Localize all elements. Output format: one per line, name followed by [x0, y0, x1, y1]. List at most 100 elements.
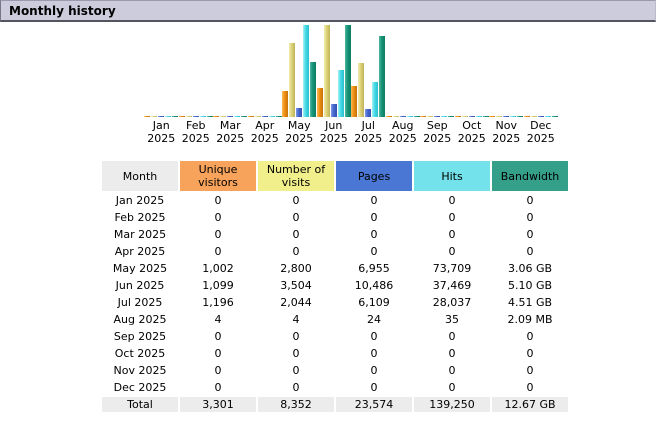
pages-bar-jul-2025 [365, 109, 372, 117]
number-of-visits-bar-nov-2025 [496, 116, 503, 117]
bar-group-oct-2025 [454, 25, 490, 117]
bar-group-aug-2025 [385, 25, 421, 117]
pages-bar-jun-2025 [330, 104, 337, 117]
bandwidth-gb-bar-jul-2025 [379, 36, 386, 117]
value-cell: 35 [414, 312, 490, 327]
hits-bar-oct-2025 [475, 116, 482, 117]
month-label-jun-2025: Jun 2025 [319, 119, 348, 145]
row-label-cell: Total [102, 397, 178, 412]
value-cell: 0 [336, 329, 412, 344]
value-cell: 4.51 GB [492, 295, 568, 310]
hits-bar-feb-2025 [199, 116, 206, 117]
value-cell: 0 [180, 380, 256, 395]
month-label-apr-2025: Apr 2025 [250, 119, 279, 145]
value-cell: 1,196 [180, 295, 256, 310]
value-cell: 10,486 [336, 278, 412, 293]
table-row-dec-2025: Dec 2025 0 0 0 0 0 [102, 380, 568, 395]
month-label-feb-2025: Feb 2025 [181, 119, 210, 145]
row-label-cell: Jan 2025 [102, 193, 178, 208]
value-cell: 0 [336, 227, 412, 242]
month-label-jul-2025: Jul 2025 [354, 119, 383, 145]
value-cell: 6,109 [336, 295, 412, 310]
pages-bar-may-2025 [296, 108, 303, 117]
bar-group-jan-2025 [144, 25, 179, 117]
value-cell: 0 [180, 363, 256, 378]
bar-group-mar-2025 [213, 25, 248, 117]
value-cell: 0 [336, 244, 412, 259]
unique-visitors-bar-feb-2025 [178, 116, 185, 117]
bar-group-jul-2025 [351, 25, 386, 117]
value-cell: 139,250 [414, 397, 490, 412]
number-of-visits-bar-oct-2025 [461, 116, 468, 117]
unique-visitors-bar-apr-2025 [247, 116, 254, 117]
table-row-jan-2025: Jan 2025 0 0 0 0 0 [102, 193, 568, 208]
monthly-history-chart: Jan 2025 Feb 2025 Mar 2025 Apr 2025 May 2025… [144, 25, 558, 145]
number-of-visits-bar-jun-2025 [323, 25, 330, 117]
row-label-cell: Aug 2025 [102, 312, 178, 327]
bar-group-sep-2025 [420, 25, 455, 117]
row-label-cell: Mar 2025 [102, 227, 178, 242]
value-cell: 5.10 GB [492, 278, 568, 293]
value-cell: 6,955 [336, 261, 412, 276]
bandwidth-gb-bar-nov-2025 [517, 116, 524, 117]
value-cell: 12.67 GB [492, 397, 568, 412]
pages-bar-jan-2025 [158, 116, 165, 117]
column-header-month: Month [102, 161, 178, 191]
number-of-visits-bar-dec-2025 [530, 116, 537, 117]
monthly-history-table: Month Unique visitors Number of visits P… [100, 159, 570, 414]
value-cell: 37,469 [414, 278, 490, 293]
unique-visitors-bar-sep-2025 [420, 116, 427, 117]
value-cell: 4 [180, 312, 256, 327]
month-label-aug-2025: Aug 2025 [388, 119, 417, 145]
value-cell: 0 [414, 193, 490, 208]
value-cell: 0 [492, 346, 568, 361]
value-cell: 0 [336, 346, 412, 361]
value-cell: 0 [180, 227, 256, 242]
value-cell: 0 [258, 346, 334, 361]
bandwidth-gb-bar-may-2025 [310, 62, 317, 117]
unique-visitors-bar-may-2025 [282, 91, 289, 117]
table-row-nov-2025: Nov 2025 0 0 0 0 0 [102, 363, 568, 378]
value-cell: 3.06 GB [492, 261, 568, 276]
bandwidth-gb-bar-feb-2025 [206, 116, 213, 117]
value-cell: 0 [336, 210, 412, 225]
month-label-may-2025: May 2025 [285, 119, 314, 145]
value-cell: 4 [258, 312, 334, 327]
value-cell: 0 [258, 363, 334, 378]
number-of-visits-bar-jul-2025 [358, 63, 365, 117]
value-cell: 0 [258, 210, 334, 225]
pages-bar-oct-2025 [468, 116, 475, 117]
row-label-cell: May 2025 [102, 261, 178, 276]
number-of-visits-bar-sep-2025 [427, 116, 434, 117]
value-cell: 2.09 MB [492, 312, 568, 327]
bandwidth-gb-bar-jan-2025 [172, 116, 179, 117]
table-row-oct-2025: Oct 2025 0 0 0 0 0 [102, 346, 568, 361]
pages-bar-mar-2025 [227, 116, 234, 117]
value-cell: 0 [258, 193, 334, 208]
value-cell: 73,709 [414, 261, 490, 276]
value-cell: 0 [258, 227, 334, 242]
month-label-mar-2025: Mar 2025 [216, 119, 245, 145]
value-cell: 0 [414, 346, 490, 361]
row-label-cell: Jun 2025 [102, 278, 178, 293]
value-cell: 2,044 [258, 295, 334, 310]
value-cell: 3,301 [180, 397, 256, 412]
bar-group-feb-2025 [178, 25, 214, 117]
month-label-dec-2025: Dec 2025 [526, 119, 555, 145]
value-cell: 24 [336, 312, 412, 327]
table-row-apr-2025: Apr 2025 0 0 0 0 0 [102, 244, 568, 259]
value-cell: 0 [492, 193, 568, 208]
column-header-unique-visitors: Unique visitors [180, 161, 256, 191]
value-cell: 0 [414, 380, 490, 395]
value-cell: 0 [414, 227, 490, 242]
value-cell: 0 [180, 244, 256, 259]
value-cell: 0 [180, 346, 256, 361]
table-row-jun-2025: Jun 2025 1,099 3,504 10,486 37,469 5.10 GB [102, 278, 568, 293]
month-label-sep-2025: Sep 2025 [423, 119, 452, 145]
value-cell: 3,504 [258, 278, 334, 293]
total-row: Total 3,301 8,352 23,574 139,250 12.67 GB [102, 397, 568, 412]
number-of-visits-bar-aug-2025 [392, 116, 399, 117]
value-cell: 23,574 [336, 397, 412, 412]
value-cell: 0 [414, 244, 490, 259]
bar-group-jun-2025 [316, 25, 352, 117]
